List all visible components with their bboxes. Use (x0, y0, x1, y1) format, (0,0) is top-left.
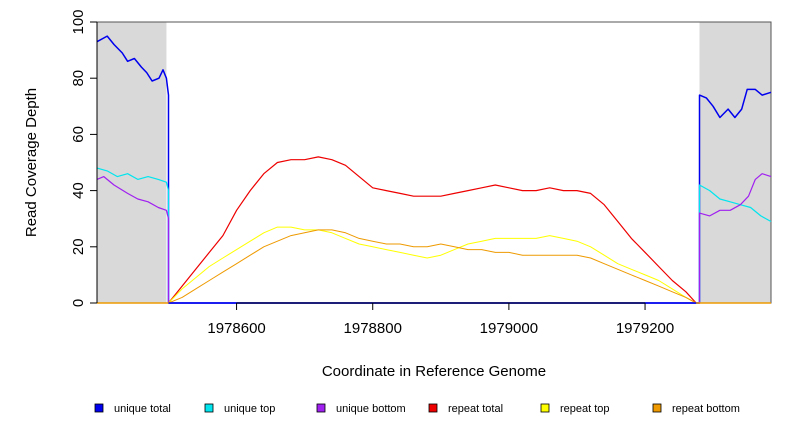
legend-swatch (316, 403, 326, 413)
y-axis: 0 20 40 60 80 100 (70, 9, 98, 307)
y-tick-label: 100 (70, 9, 87, 34)
y-tick-label: 0 (70, 299, 87, 307)
legend-item-repeat-bottom: repeat bottom (652, 403, 740, 415)
legend-label: unique bottom (336, 403, 406, 415)
shaded-region-1 (97, 22, 167, 303)
x-tick-label: 1978800 (344, 320, 402, 337)
legend-label: repeat total (448, 403, 503, 415)
series-lines (96, 35, 772, 304)
x-tick-label: 1978600 (207, 320, 265, 337)
legend-label: unique top (224, 403, 275, 415)
series-repeat-total (168, 156, 697, 304)
legend-label: unique total (114, 403, 171, 415)
shaded-region-2 (699, 22, 771, 303)
x-axis: 1978600 1978800 1979000 1979200 (207, 302, 674, 337)
legend-swatch (204, 403, 214, 413)
legend: unique total unique top unique bottom repea… (94, 403, 740, 415)
x-axis-title: Coordinate in Reference Genome (322, 363, 546, 380)
legend-item-unique-total: unique total (94, 403, 171, 415)
x-tick-label: 1979200 (616, 320, 674, 337)
series-repeat-top (168, 226, 697, 304)
x-tick-label: 1979000 (480, 320, 538, 337)
y-tick-label: 60 (70, 126, 87, 143)
y-tick-label: 40 (70, 182, 87, 199)
shaded-regions (97, 22, 771, 303)
series-unique-bottom (96, 173, 772, 304)
y-axis-title: Read Coverage Depth (23, 88, 40, 237)
legend-swatch (540, 403, 550, 413)
legend-swatch (94, 403, 104, 413)
series-unique-top (96, 167, 772, 304)
legend-item-repeat-total: repeat total (428, 403, 503, 415)
legend-label: repeat top (560, 403, 610, 415)
legend-swatch (652, 403, 662, 413)
y-tick-label: 20 (70, 238, 87, 255)
legend-swatch (428, 403, 438, 413)
legend-item-repeat-top: repeat top (540, 403, 610, 415)
legend-item-unique-top: unique top (204, 403, 275, 415)
y-tick-label: 80 (70, 70, 87, 87)
series-repeat-bottom (168, 229, 697, 304)
plot-frame (96, 21, 772, 304)
series-unique-total (96, 35, 772, 304)
legend-item-unique-bottom: unique bottom (316, 403, 406, 415)
legend-label: repeat bottom (672, 403, 740, 415)
